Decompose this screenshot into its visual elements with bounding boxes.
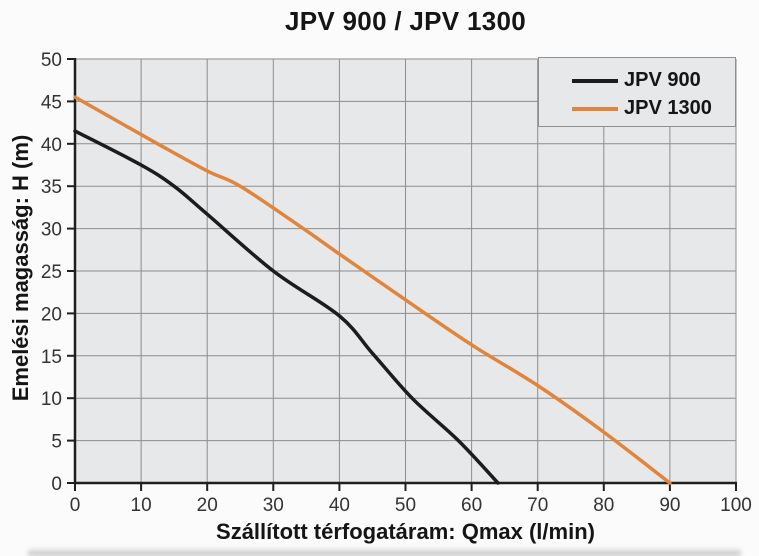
y-tick-label: 35 (41, 177, 62, 198)
legend: JPV 900 JPV 1300 (538, 57, 736, 127)
y-tick-label: 20 (41, 304, 62, 325)
y-tick-label: 40 (41, 135, 62, 156)
curve-jpv-1300 (73, 95, 672, 485)
legend-label-jpv900: JPV 900 (624, 69, 701, 91)
x-tick-label: 100 (720, 495, 752, 516)
x-tick-label: 50 (395, 495, 416, 516)
y-tick-label: 50 (41, 50, 62, 71)
jpv1300-line-swatch (572, 106, 618, 111)
y-tick-label: 5 (51, 432, 62, 453)
x-tick-label: 20 (197, 495, 218, 516)
x-tick-label: 0 (70, 495, 81, 516)
x-tick-label: 80 (593, 495, 614, 516)
y-tick-label: 15 (41, 347, 62, 368)
y-tick-label: 30 (41, 220, 62, 241)
x-tick-label: 90 (659, 495, 680, 516)
legend-label-jpv1300: JPV 1300 (624, 97, 712, 119)
y-tick-label: 0 (51, 474, 62, 495)
curve-jpv-900 (73, 129, 500, 485)
y-tick-label: 45 (41, 92, 62, 113)
x-tick-label: 40 (329, 495, 350, 516)
legend-item-jpv900: JPV 900 (572, 68, 735, 93)
x-tick-label: 70 (527, 495, 548, 516)
x-axis-title: Szállított térfogatáram: Qmax (l/min) (216, 519, 595, 544)
x-tick-label: 10 (131, 495, 152, 516)
y-tick-label: 25 (41, 262, 62, 283)
x-tick-label: 60 (461, 495, 482, 516)
x-tick-label: 30 (263, 495, 284, 516)
y-tick-label: 10 (41, 389, 62, 410)
jpv900-line-swatch (572, 78, 618, 83)
legend-item-jpv1300: JPV 1300 (572, 96, 735, 121)
chart-title: JPV 900 / JPV 1300 (284, 6, 527, 36)
